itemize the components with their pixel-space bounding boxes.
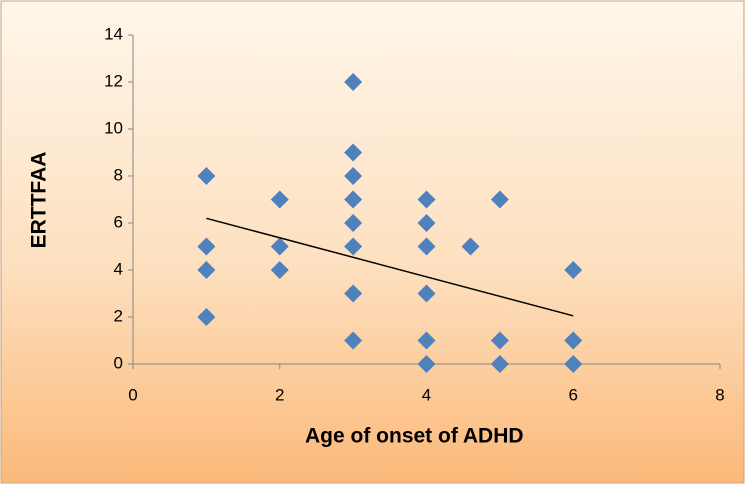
x-tick-label: 2 bbox=[275, 385, 284, 404]
y-tick-label: 10 bbox=[104, 118, 123, 137]
scatter-point bbox=[417, 331, 436, 350]
scatter-point bbox=[490, 331, 509, 350]
y-tick-label: 0 bbox=[114, 353, 123, 372]
y-tick-label: 14 bbox=[104, 24, 123, 43]
x-tick-label: 8 bbox=[715, 385, 724, 404]
scatter-point bbox=[344, 284, 363, 303]
x-tick-label: 6 bbox=[569, 385, 578, 404]
scatter-point bbox=[270, 261, 289, 279]
scatter-point bbox=[270, 237, 289, 256]
x-tick-label: 4 bbox=[422, 385, 431, 404]
scatter-point bbox=[490, 355, 509, 373]
trendline bbox=[206, 217, 574, 317]
scatter-point bbox=[270, 190, 289, 209]
x-axis-label: Age of onset of ADHD bbox=[305, 425, 524, 448]
scatter-point bbox=[344, 73, 363, 91]
scatter-point bbox=[490, 190, 509, 209]
scatter-point bbox=[417, 190, 436, 209]
scatter-point bbox=[344, 167, 363, 185]
scatter-point bbox=[197, 261, 216, 279]
scatter-point bbox=[344, 331, 363, 350]
y-tick-label: 6 bbox=[114, 212, 123, 231]
scatter-point bbox=[564, 355, 583, 373]
y-tick-label: 4 bbox=[114, 259, 123, 278]
y-tick-label: 12 bbox=[104, 71, 123, 90]
scatter-point bbox=[197, 308, 216, 326]
scatter-point bbox=[344, 214, 363, 232]
x-tick-label: 0 bbox=[128, 385, 137, 404]
scatter-point bbox=[197, 237, 216, 256]
scatter-point bbox=[344, 237, 363, 256]
scatter-point bbox=[564, 331, 583, 350]
scatter-point bbox=[461, 237, 480, 256]
scatter-point bbox=[344, 190, 363, 209]
scatter-point bbox=[417, 214, 436, 232]
y-tick-label: 2 bbox=[114, 306, 123, 325]
scatter-point bbox=[417, 237, 436, 256]
scatter-point bbox=[564, 261, 583, 279]
scatter-point bbox=[417, 284, 436, 303]
scatter-point bbox=[344, 143, 363, 162]
y-axis-label: ERTTFAA bbox=[28, 152, 51, 249]
scatter-point bbox=[197, 167, 216, 185]
scatter-point bbox=[417, 355, 436, 373]
y-tick-label: 8 bbox=[114, 165, 123, 184]
